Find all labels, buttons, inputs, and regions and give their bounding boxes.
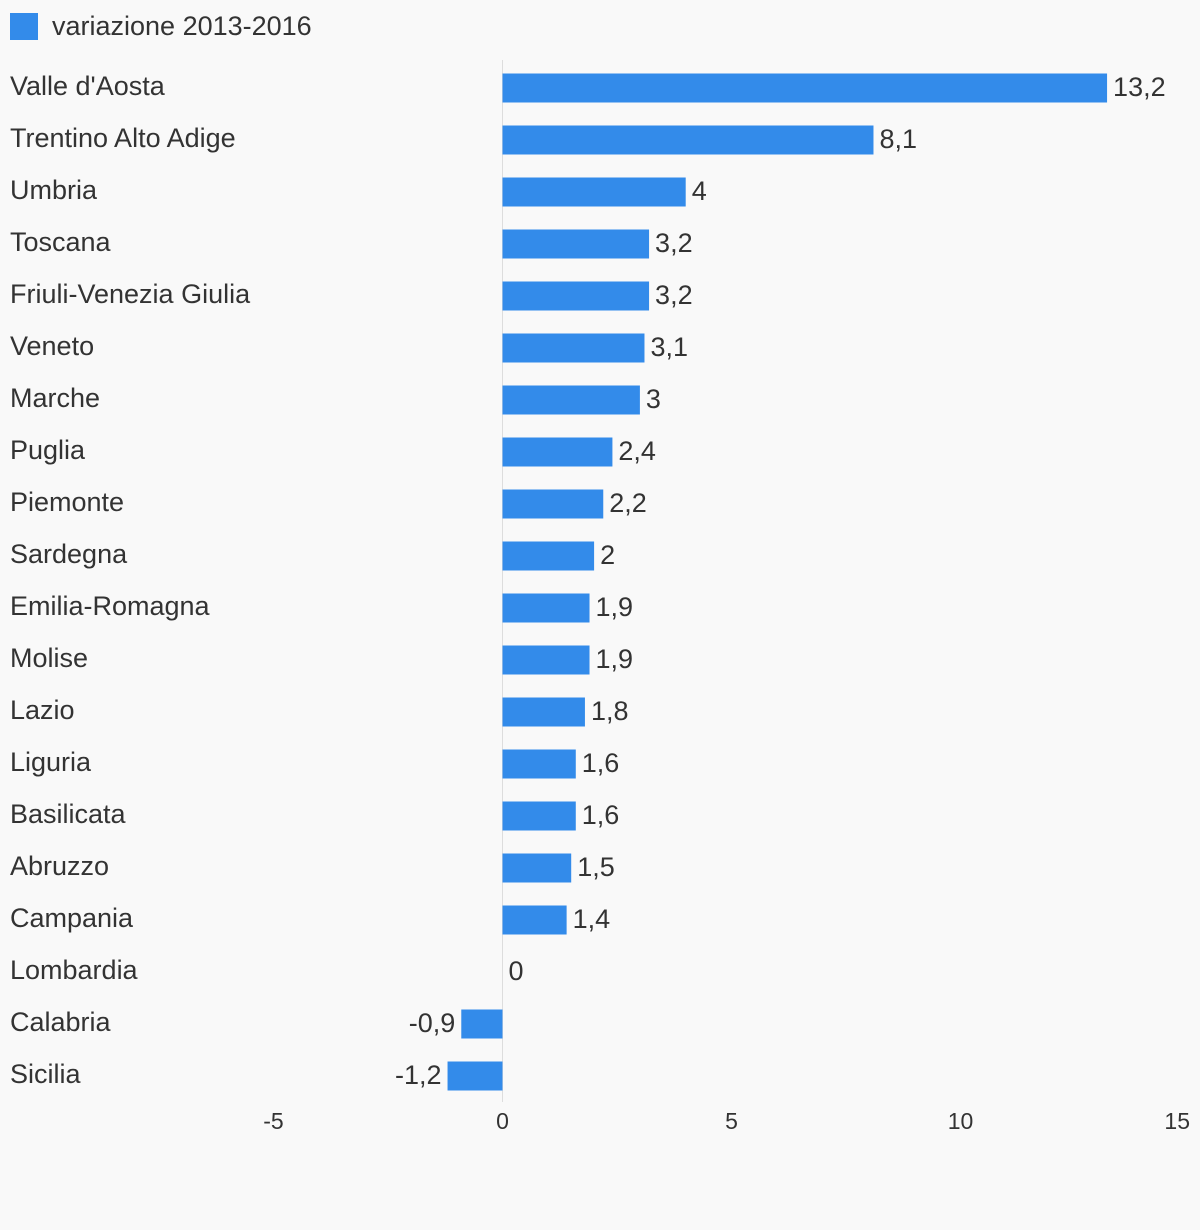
- x-tick-label: 5: [725, 1108, 738, 1134]
- value-label: 1,6: [582, 748, 620, 778]
- legend-label: variazione 2013-2016: [52, 11, 312, 41]
- value-label: 3: [646, 384, 661, 414]
- value-label: 1,4: [573, 904, 611, 934]
- category-label: Toscana: [10, 227, 112, 257]
- value-label: 3,1: [650, 332, 688, 362]
- value-label: 1,5: [577, 852, 615, 882]
- bar: [502, 697, 585, 727]
- bar: [502, 333, 645, 363]
- x-tick-label: 15: [1164, 1108, 1190, 1134]
- value-label: -0,9: [409, 1008, 456, 1038]
- bar: [502, 73, 1108, 103]
- category-label: Sicilia: [10, 1059, 82, 1089]
- bar: [447, 1061, 503, 1091]
- category-label: Sardegna: [10, 539, 128, 569]
- category-label: Molise: [10, 643, 88, 673]
- value-label: 0: [509, 956, 524, 986]
- value-label: 1,9: [596, 592, 634, 622]
- value-label: 13,2: [1113, 72, 1166, 102]
- value-label: 3,2: [655, 228, 693, 258]
- category-label: Marche: [10, 383, 100, 413]
- category-label: Lazio: [10, 695, 75, 725]
- bar: [502, 645, 590, 675]
- category-label: Liguria: [10, 747, 92, 777]
- value-label: 2,2: [609, 488, 647, 518]
- category-label: Lombardia: [10, 955, 139, 985]
- bar: [502, 177, 686, 207]
- bar: [502, 905, 567, 935]
- value-label: -1,2: [395, 1060, 442, 1090]
- value-label: 1,6: [582, 800, 620, 830]
- value-label: 8,1: [879, 124, 917, 154]
- category-label: Basilicata: [10, 799, 127, 829]
- category-label: Friuli-Venezia Giulia: [10, 279, 251, 309]
- bar: [502, 281, 650, 311]
- bar: [502, 801, 576, 831]
- bar: [502, 489, 604, 519]
- value-label: 1,8: [591, 696, 629, 726]
- bar: [502, 125, 874, 155]
- value-label: 2: [600, 540, 615, 570]
- value-label: 3,2: [655, 280, 693, 310]
- category-label: Piemonte: [10, 487, 124, 517]
- bar: [502, 229, 650, 259]
- category-label: Umbria: [10, 175, 98, 205]
- bar: [502, 385, 640, 415]
- value-label: 4: [692, 176, 707, 206]
- category-label: Emilia-Romagna: [10, 591, 211, 621]
- bar: [502, 853, 572, 883]
- bar: [502, 593, 590, 623]
- category-label: Calabria: [10, 1007, 112, 1037]
- bar: [461, 1009, 503, 1039]
- bar: [502, 437, 613, 467]
- legend-swatch: [10, 12, 38, 40]
- bar: [502, 541, 595, 571]
- x-tick-label: 0: [496, 1108, 509, 1134]
- value-label: 1,9: [596, 644, 634, 674]
- x-tick-label: -5: [263, 1108, 283, 1134]
- category-label: Trentino Alto Adige: [10, 123, 236, 153]
- bar: [502, 749, 576, 779]
- category-label: Veneto: [10, 331, 94, 361]
- category-label: Puglia: [10, 435, 86, 465]
- category-label: Valle d'Aosta: [10, 71, 166, 101]
- value-label: 2,4: [618, 436, 656, 466]
- category-label: Campania: [10, 903, 134, 933]
- category-label: Abruzzo: [10, 851, 109, 881]
- x-tick-label: 10: [948, 1108, 974, 1134]
- legend: variazione 2013-2016: [10, 10, 312, 42]
